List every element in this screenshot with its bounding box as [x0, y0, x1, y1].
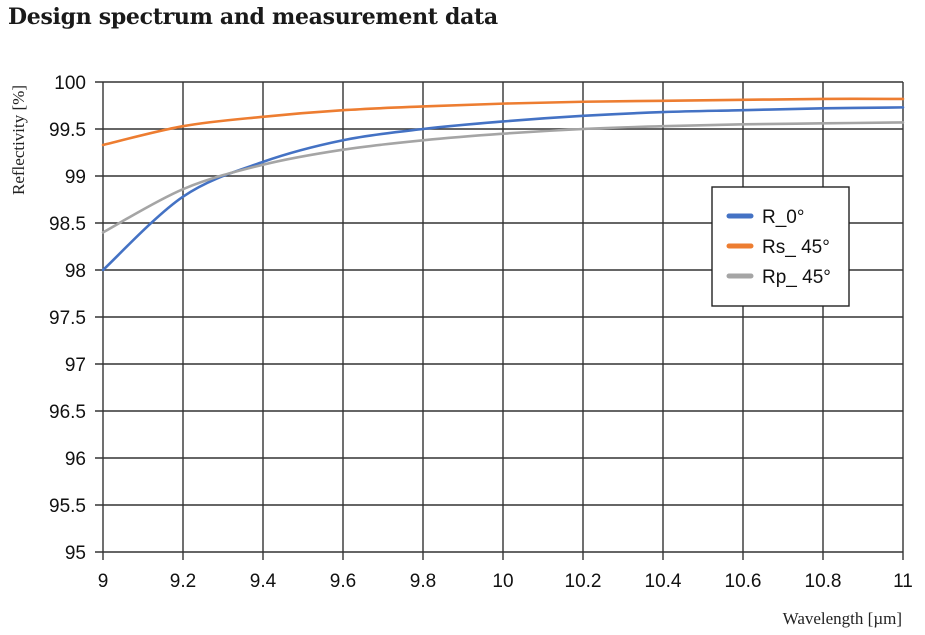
legend: R_0° Rs_ 45° Rp_ 45°: [711, 186, 850, 307]
x-tick-label: 9.2: [170, 571, 196, 592]
y-tick-label: 100: [54, 73, 86, 94]
y-tick-label: 96: [65, 449, 86, 470]
x-tick-label: 10: [492, 571, 513, 592]
legend-entry: Rs_ 45°: [762, 237, 830, 258]
x-tick-label: 9: [98, 571, 109, 592]
data-series: [101, 97, 905, 272]
y-tick-label: 99.5: [49, 120, 86, 141]
x-tick-label: 11: [893, 571, 913, 592]
y-tick-label: 99: [65, 167, 86, 188]
x-tick-label: 10.2: [565, 571, 602, 592]
x-tick-label: 10.4: [645, 571, 682, 592]
series-line: [101, 97, 905, 147]
x-tick-label: 10.6: [725, 571, 762, 592]
y-tick-label: 97.5: [49, 308, 86, 329]
x-tick-label: 9.8: [410, 571, 436, 592]
y-tick-label: 98: [65, 261, 86, 282]
chart-title: Design spectrum and measurement data: [8, 4, 498, 30]
y-tick-label: 98.5: [49, 214, 86, 235]
series-line: [101, 121, 905, 234]
y-tick-label: 95: [65, 543, 86, 564]
x-tick-label: 9.6: [330, 571, 356, 592]
x-axis-ticks: 9 9.2 9.4 9.6 9.8 10 10.2 10.4 10.6 10.8 11: [98, 571, 913, 592]
x-axis-label: Wavelength [µm]: [783, 609, 902, 628]
x-tick-label: 10.8: [805, 571, 842, 592]
y-axis-ticks: 95 95.5 96 96.5 97 97.5 98 98.5 99 99.5 100: [49, 73, 86, 564]
legend-entry: R_0°: [762, 207, 804, 228]
y-tick-label: 95.5: [49, 496, 86, 517]
x-tick-label: 9.4: [250, 571, 277, 592]
y-tick-label: 97: [65, 355, 86, 376]
legend-entry: Rp_ 45°: [762, 267, 831, 288]
y-tick-label: 96.5: [49, 402, 86, 423]
grid-lines: [95, 81, 904, 560]
y-axis-label: Reflectivity [%]: [9, 85, 28, 195]
